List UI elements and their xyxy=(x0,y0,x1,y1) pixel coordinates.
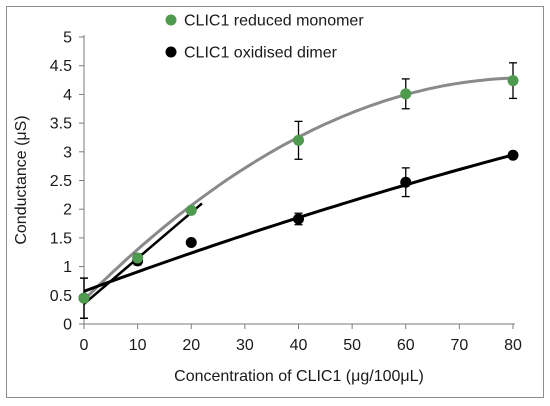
x-axis-title: Concentration of CLIC1 (μg/100μL) xyxy=(174,368,424,385)
legend-label-monomer: CLIC1 reduced monomer xyxy=(184,13,364,30)
data-points xyxy=(78,75,519,304)
monomer-data-point xyxy=(293,134,304,146)
y-tick-label: 4.5 xyxy=(50,58,72,75)
x-tick-label: 80 xyxy=(504,337,522,354)
monomer-data-point xyxy=(78,292,90,304)
x-tick-label: 70 xyxy=(450,337,468,354)
x-tick-label: 0 xyxy=(80,337,89,354)
legend-marker-dimer xyxy=(165,46,177,58)
monomer-data-point xyxy=(507,75,519,87)
y-tick-label: 3.5 xyxy=(50,116,72,133)
dimer-data-point xyxy=(185,236,197,248)
dimer-data-point xyxy=(293,213,304,225)
x-tick-label: 30 xyxy=(236,337,254,354)
x-tick-label: 50 xyxy=(343,337,361,354)
y-tick-label: 0.5 xyxy=(50,288,72,305)
error-bars xyxy=(80,62,517,319)
x-tick-label: 20 xyxy=(182,337,200,354)
y-axis-title: Conductance (μS) xyxy=(13,115,30,244)
y-tick-label: 5 xyxy=(63,30,72,47)
chart-frame xyxy=(6,6,544,398)
x-tick-label: 10 xyxy=(129,337,147,354)
monomer-data-point xyxy=(185,204,197,216)
y-tick-label: 1 xyxy=(63,259,72,276)
x-tick-label: 40 xyxy=(290,337,308,354)
dimer-data-point xyxy=(507,149,519,161)
fit-curves xyxy=(82,76,514,305)
y-tick-label: 0 xyxy=(63,317,72,334)
initial-slope-line xyxy=(83,202,203,305)
legend-label-dimer: CLIC1 oxidised dimer xyxy=(184,45,338,62)
y-tick-label: 1.5 xyxy=(50,230,72,247)
legend: CLIC1 reduced monomer CLIC1 oxidised dime… xyxy=(165,13,364,62)
y-tick-label: 4 xyxy=(63,87,72,104)
legend-marker-monomer xyxy=(165,14,177,26)
dimer-data-point xyxy=(400,176,412,188)
y-tick-label: 2 xyxy=(63,202,72,219)
monomer-data-point xyxy=(400,88,412,100)
x-tick-label: 60 xyxy=(397,337,415,354)
axes: 00.511.522.533.544.550 10 20 30 40 50 60 70 80 xyxy=(50,30,522,355)
y-tick-label: 2.5 xyxy=(50,173,72,190)
y-tick-label: 3 xyxy=(63,144,72,161)
monomer-data-point xyxy=(132,252,144,264)
